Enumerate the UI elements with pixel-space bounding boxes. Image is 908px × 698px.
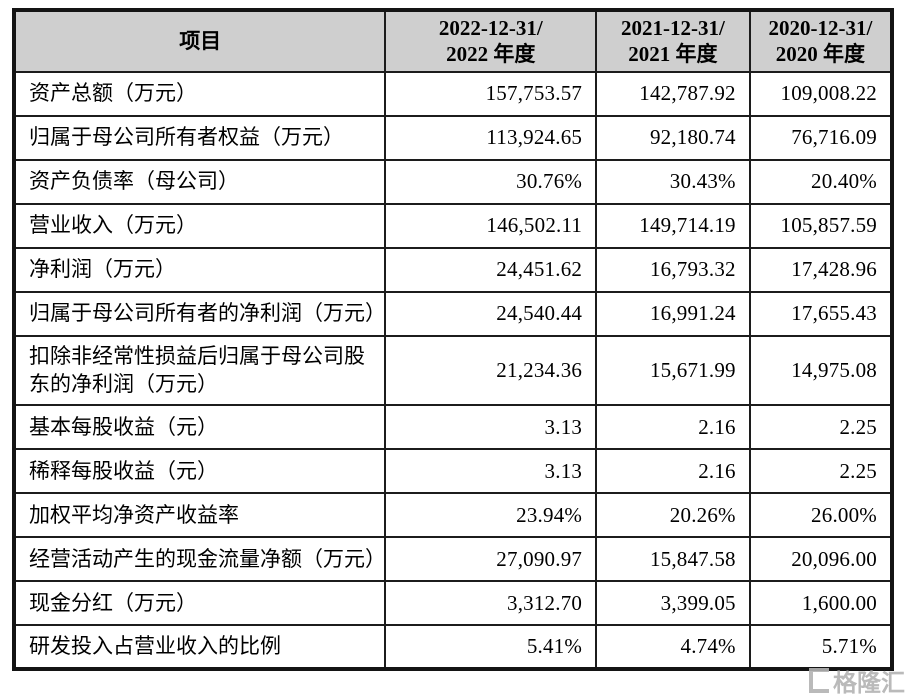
row-label: 营业收入（万元） <box>12 202 387 249</box>
row-value-2020: 17,428.96 <box>748 246 894 293</box>
row-value-2021: 20.26% <box>595 492 751 539</box>
table-row: 资产负债率（母公司） 30.76% 30.43% 20.40% <box>12 158 894 205</box>
row-value-2021: 15,847.58 <box>595 536 751 583</box>
row-label: 研发投入占营业收入的比例 <box>12 624 387 671</box>
table-row: 资产总额（万元） 157,753.57 142,787.92 109,008.2… <box>12 70 894 117</box>
table-row: 扣除非经常性损益后归属于母公司股东的净利润（万元） 21,234.36 15,6… <box>12 334 894 407</box>
row-value-2022: 3,312.70 <box>384 580 598 627</box>
row-label: 稀释每股收益（元） <box>12 448 387 495</box>
row-value-2021: 92,180.74 <box>595 114 751 161</box>
row-value-2022: 27,090.97 <box>384 536 598 583</box>
row-value-2022: 21,234.36 <box>384 334 598 407</box>
row-value-2021: 142,787.92 <box>595 70 751 117</box>
table-row: 归属于母公司所有者的净利润（万元） 24,540.44 16,991.24 17… <box>12 290 894 337</box>
header-period-2020-line2: 2020 年度 <box>775 42 865 67</box>
table-row: 稀释每股收益（元） 3.13 2.16 2.25 <box>12 448 894 495</box>
header-period-2021-line1: 2021-12-31/ <box>621 16 725 40</box>
header-period-2021-line2: 2021 年度 <box>628 42 718 67</box>
header-item-column: 项目 <box>12 9 387 73</box>
row-value-2021: 4.74% <box>595 624 751 671</box>
header-period-2022-line2: 2022 年度 <box>446 42 536 67</box>
gelonghui-watermark: 格隆汇 <box>809 663 905 698</box>
gelonghui-watermark-text: 格隆汇 <box>833 670 905 697</box>
row-value-2022: 3.13 <box>384 404 598 451</box>
row-value-2022: 24,540.44 <box>384 290 598 337</box>
table-row: 营业收入（万元） 146,502.11 149,714.19 105,857.5… <box>12 202 894 249</box>
row-label: 基本每股收益（元） <box>12 404 387 451</box>
header-period-2022: 2022-12-31/ 2022 年度 <box>384 9 598 73</box>
table-row: 经营活动产生的现金流量净额（万元） 27,090.97 15,847.58 20… <box>12 536 894 583</box>
row-value-2020: 105,857.59 <box>748 202 894 249</box>
row-value-2021: 2.16 <box>595 448 751 495</box>
row-value-2021: 16,793.32 <box>595 246 751 293</box>
row-value-2021: 149,714.19 <box>595 202 751 249</box>
row-value-2020: 109,008.22 <box>748 70 894 117</box>
row-label: 经营活动产生的现金流量净额（万元） <box>12 536 387 583</box>
header-period-2020-line1: 2020-12-31/ <box>768 16 873 40</box>
header-period-2021: 2021-12-31/ 2021 年度 <box>595 9 751 73</box>
table-row: 归属于母公司所有者权益（万元） 113,924.65 92,180.74 76,… <box>12 114 894 161</box>
header-period-2022-line1: 2022-12-31/ <box>438 16 543 40</box>
row-label: 资产总额（万元） <box>12 70 387 117</box>
row-value-2020: 20,096.00 <box>748 536 894 583</box>
row-value-2020: 1,600.00 <box>748 580 894 627</box>
table-header-row: 项目 2022-12-31/ 2022 年度 2021-12-31/ 2021 … <box>12 9 894 73</box>
table-row: 加权平均净资产收益率 23.94% 20.26% 26.00% <box>12 492 894 539</box>
row-label: 加权平均净资产收益率 <box>12 492 387 539</box>
table-row: 现金分红（万元） 3,312.70 3,399.05 1,600.00 <box>12 580 894 627</box>
row-value-2020: 26.00% <box>748 492 894 539</box>
row-value-2020: 17,655.43 <box>748 290 894 337</box>
row-label: 归属于母公司所有者权益（万元） <box>12 114 387 161</box>
row-value-2022: 5.41% <box>384 624 598 671</box>
row-value-2021: 2.16 <box>595 404 751 451</box>
gelonghui-logo-icon <box>809 668 829 693</box>
financial-summary-table: 项目 2022-12-31/ 2022 年度 2021-12-31/ 2021 … <box>12 8 894 672</box>
row-label: 资产负债率（母公司） <box>12 158 387 205</box>
row-value-2020: 2.25 <box>748 448 894 495</box>
row-value-2022: 30.76% <box>384 158 598 205</box>
row-value-2021: 16,991.24 <box>595 290 751 337</box>
row-value-2021: 3,399.05 <box>595 580 751 627</box>
header-period-2020: 2020-12-31/ 2020 年度 <box>748 9 894 73</box>
row-value-2020: 2.25 <box>748 404 894 451</box>
header-item-label: 项目 <box>179 29 222 54</box>
row-label: 现金分红（万元） <box>12 580 387 627</box>
row-value-2022: 3.13 <box>384 448 598 495</box>
row-value-2021: 15,671.99 <box>595 334 751 407</box>
row-value-2020: 14,975.08 <box>748 334 894 407</box>
row-label: 扣除非经常性损益后归属于母公司股东的净利润（万元） <box>12 334 387 407</box>
row-label: 归属于母公司所有者的净利润（万元） <box>12 290 387 337</box>
row-value-2022: 157,753.57 <box>384 70 598 117</box>
row-value-2020: 20.40% <box>748 158 894 205</box>
row-value-2021: 30.43% <box>595 158 751 205</box>
row-value-2022: 24,451.62 <box>384 246 598 293</box>
row-value-2020: 76,716.09 <box>748 114 894 161</box>
row-value-2022: 113,924.65 <box>384 114 598 161</box>
row-value-2022: 23.94% <box>384 492 598 539</box>
table-row: 研发投入占营业收入的比例 5.41% 4.74% 5.71% <box>12 624 894 671</box>
row-value-2020: 5.71% <box>748 624 894 671</box>
table-row: 基本每股收益（元） 3.13 2.16 2.25 <box>12 404 894 451</box>
row-label: 净利润（万元） <box>12 246 387 293</box>
table-row: 净利润（万元） 24,451.62 16,793.32 17,428.96 <box>12 246 894 293</box>
row-value-2022: 146,502.11 <box>384 202 598 249</box>
